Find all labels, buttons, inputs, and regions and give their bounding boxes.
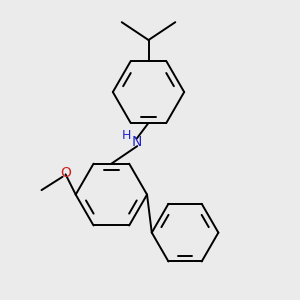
Text: N: N <box>132 135 142 149</box>
Text: O: O <box>60 166 71 180</box>
Text: H: H <box>122 129 131 142</box>
